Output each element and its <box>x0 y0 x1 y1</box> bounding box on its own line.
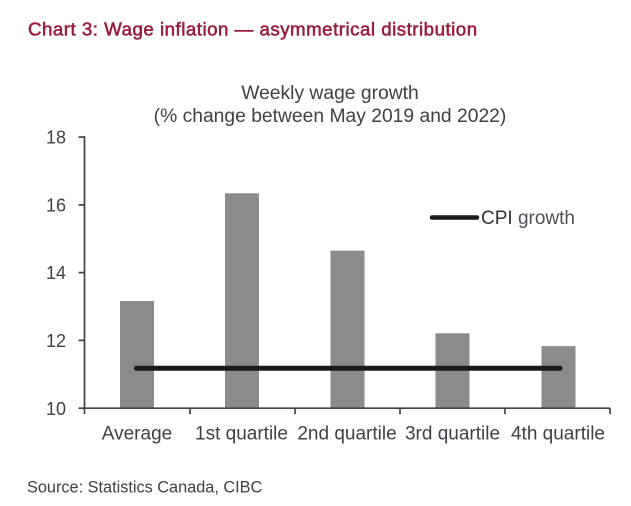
svg-text:1st quartile: 1st quartile <box>195 423 288 444</box>
svg-text:4th quartile: 4th quartile <box>511 423 605 444</box>
svg-text:12: 12 <box>46 331 66 351</box>
svg-text:Weekly wage growth: Weekly wage growth <box>241 83 419 104</box>
svg-text:2nd quartile: 2nd quartile <box>297 423 396 444</box>
svg-text:Average: Average <box>102 423 172 444</box>
svg-text:Chart 3: Wage inflation — asym: Chart 3: Wage inflation — asymmetrical d… <box>28 18 478 39</box>
svg-text:3rd quartile: 3rd quartile <box>405 423 500 444</box>
svg-text:(% change between May 2019 and: (% change between May 2019 and 2022) <box>154 106 507 127</box>
svg-text:CPI growth: CPI growth <box>481 208 575 229</box>
svg-text:10: 10 <box>46 399 66 419</box>
svg-text:18: 18 <box>46 128 66 148</box>
svg-text:16: 16 <box>46 196 66 216</box>
svg-text:14: 14 <box>46 263 66 283</box>
svg-text:Source: Statistics Canada, CIB: Source: Statistics Canada, CIBC <box>27 479 263 497</box>
